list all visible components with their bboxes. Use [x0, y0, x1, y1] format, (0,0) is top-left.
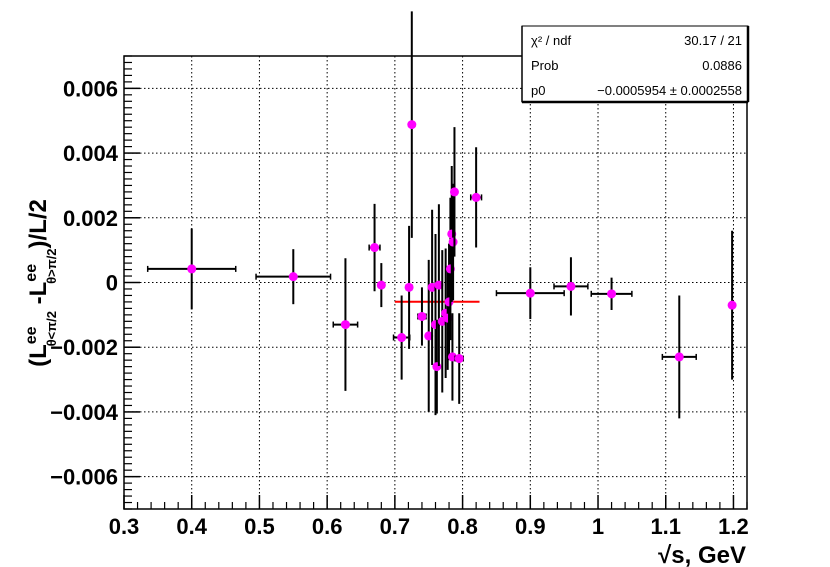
- x-tick-label: 0.7: [380, 514, 411, 539]
- data-marker: [432, 362, 442, 372]
- data-point: [368, 203, 381, 292]
- data-marker: [340, 320, 350, 330]
- x-tick-label: 0.8: [447, 514, 478, 539]
- data-marker: [187, 264, 197, 274]
- data-marker: [404, 282, 414, 292]
- data-point: [255, 249, 332, 305]
- data-point: [469, 147, 483, 248]
- stats-box: χ² / ndf 30.17 / 21 Prob 0.0886 p0 −0.00…: [521, 25, 750, 104]
- data-point: [407, 11, 417, 238]
- x-tick-label: 1.1: [650, 514, 681, 539]
- y-tick-label: 0.002: [63, 206, 118, 231]
- x-tick-label: 0.9: [515, 514, 546, 539]
- x-tick-label: 0.6: [312, 514, 343, 539]
- data-point: [449, 127, 459, 257]
- data-marker: [417, 311, 427, 321]
- y-tick-label: −0.004: [50, 400, 119, 425]
- stats-p0-label: p0: [531, 83, 545, 98]
- x-axis-title: √s, GeV: [658, 542, 746, 567]
- data-marker: [449, 187, 459, 197]
- x-tick-label: 0.3: [109, 514, 140, 539]
- data-point: [427, 209, 437, 366]
- data-marker: [370, 243, 380, 253]
- data-point: [417, 287, 427, 346]
- data-marker: [434, 280, 444, 290]
- y-tick-labels: −0.006 −0.004 −0.002 0 0.002 0.004 0.006: [50, 76, 119, 489]
- data-point: [661, 295, 697, 419]
- data-marker: [376, 280, 386, 290]
- data-marker: [674, 352, 684, 362]
- data-point: [434, 204, 444, 366]
- x-tick-label: 0.4: [176, 514, 207, 539]
- stats-p0-value: −0.0005954 ± 0.0002558: [597, 83, 742, 98]
- y-tick-label: −0.002: [50, 335, 118, 360]
- x-tick-labels: 0.3 0.4 0.5 0.6 0.7 0.8 0.9 1 1.1 1.2: [109, 514, 749, 539]
- data-marker: [427, 282, 437, 292]
- y-tick-label: 0.004: [63, 141, 119, 166]
- x-tick-label: 1.2: [718, 514, 749, 539]
- x-tick-label: 1: [592, 514, 604, 539]
- data-marker: [471, 192, 481, 202]
- data-points: [146, 11, 737, 419]
- x-tick-label: 0.5: [244, 514, 275, 539]
- data-point: [376, 263, 386, 308]
- y-tick-label: −0.006: [50, 465, 118, 490]
- data-marker: [607, 289, 617, 299]
- data-point: [553, 257, 589, 316]
- data-marker: [424, 331, 434, 341]
- data-marker: [407, 120, 417, 130]
- data-marker: [448, 237, 458, 247]
- data-point: [404, 225, 414, 349]
- data-point: [590, 277, 633, 311]
- data-point: [495, 267, 565, 320]
- y-axis-title: (Lee θ<π/2 -Lee θ>π/2)/L/2: [23, 199, 59, 367]
- data-marker: [454, 354, 464, 364]
- data-marker: [288, 272, 298, 282]
- stats-prob-value: 0.0886: [702, 58, 742, 73]
- y-tick-label: 0.006: [63, 76, 118, 101]
- axis-ticks: [123, 55, 748, 510]
- stats-chi2-label: χ² / ndf: [531, 33, 571, 48]
- grid: [124, 56, 747, 509]
- data-point: [437, 250, 447, 393]
- data-marker: [525, 288, 535, 298]
- data-marker: [397, 333, 407, 343]
- y-tick-label: 0: [106, 271, 118, 296]
- data-point: [146, 228, 237, 310]
- data-marker: [727, 300, 737, 310]
- data-point: [454, 313, 465, 404]
- stats-chi2-value: 30.17 / 21: [684, 33, 742, 48]
- data-marker: [566, 281, 576, 291]
- data-point: [332, 258, 359, 391]
- data-point: [727, 230, 737, 380]
- stats-prob-label: Prob: [531, 58, 558, 73]
